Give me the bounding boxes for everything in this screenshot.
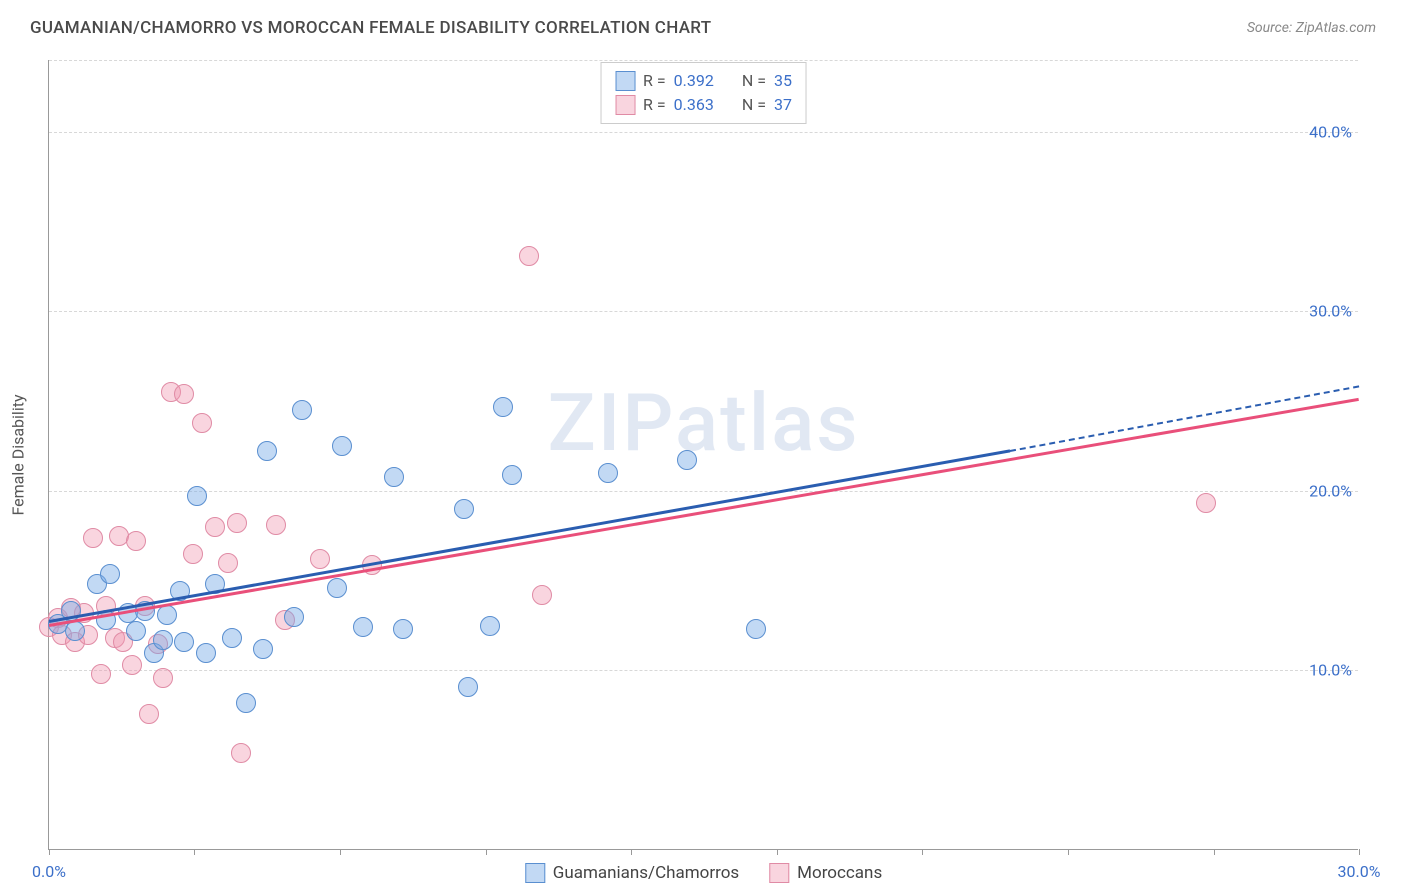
gridline-horizontal [49, 311, 1358, 312]
scatter-point [91, 664, 111, 684]
series-legend-label: Moroccans [797, 863, 882, 883]
gridline-horizontal [49, 60, 1358, 61]
watermark-text: ZIPatlas [548, 376, 860, 470]
gridline-horizontal [49, 491, 1358, 492]
scatter-point [332, 436, 352, 456]
chart-title: GUAMANIAN/CHAMORRO VS MOROCCAN FEMALE DI… [30, 18, 711, 38]
n-value: 37 [774, 93, 792, 117]
scatter-point [292, 400, 312, 420]
scatter-point [502, 465, 522, 485]
gridline-horizontal [49, 670, 1358, 671]
scatter-point [222, 628, 242, 648]
chart-header: GUAMANIAN/CHAMORRO VS MOROCCAN FEMALE DI… [0, 0, 1406, 48]
source-name: ZipAtlas.com [1296, 20, 1376, 36]
x-tick [49, 849, 50, 855]
scatter-point [458, 677, 478, 697]
scatter-point [100, 564, 120, 584]
legend-swatch [769, 863, 789, 883]
gridline-horizontal [49, 132, 1358, 133]
source-label: Source: [1247, 20, 1292, 36]
scatter-point [139, 704, 159, 724]
scatter-point [192, 413, 212, 433]
source-attribution: Source: ZipAtlas.com [1247, 20, 1376, 36]
scatter-point [257, 441, 277, 461]
x-tick [631, 849, 632, 855]
scatter-point [480, 616, 500, 636]
stats-legend-row: R = 0.392 N = 35 [615, 69, 792, 93]
x-tick [1359, 849, 1360, 855]
trendline [49, 450, 1010, 623]
scatter-point [746, 619, 766, 639]
scatter-point [454, 499, 474, 519]
n-label: N = [742, 69, 766, 93]
x-tick [1068, 849, 1069, 855]
y-axis-label: Female Disability [9, 394, 28, 515]
stats-legend-box: R = 0.392 N = 35 R = 0.363 N = 37 [600, 62, 807, 124]
series-legend-item: Guamanians/Chamorros [525, 863, 739, 883]
trendline [49, 398, 1359, 627]
y-tick-label: 30.0% [1309, 302, 1352, 321]
scatter-point [493, 397, 513, 417]
r-value: 0.363 [674, 93, 714, 117]
x-tick-label: 0.0% [32, 862, 66, 881]
r-label: R = [643, 69, 666, 93]
series-legend: Guamanians/Chamorros Moroccans [525, 863, 882, 883]
x-tick [922, 849, 923, 855]
r-value: 0.392 [674, 69, 714, 93]
legend-swatch [525, 863, 545, 883]
scatter-point [284, 607, 304, 627]
x-tick-label: 30.0% [1338, 862, 1381, 881]
y-tick-label: 10.0% [1309, 661, 1352, 680]
n-label: N = [742, 93, 766, 117]
scatter-point [227, 513, 247, 533]
scatter-point [1196, 493, 1216, 513]
scatter-point [126, 621, 146, 641]
scatter-point [65, 621, 85, 641]
legend-swatch [615, 71, 635, 91]
plot-area: ZIPatlas R =0.392N =35R =0.363N =37 Guam… [48, 60, 1358, 850]
scatter-point [205, 517, 225, 537]
scatter-point [153, 668, 173, 688]
scatter-point [393, 619, 413, 639]
scatter-point [187, 486, 207, 506]
x-tick [486, 849, 487, 855]
series-legend-label: Guamanians/Chamorros [553, 863, 739, 883]
scatter-point [231, 743, 251, 763]
stats-legend-row: R = 0.363 N = 37 [615, 93, 792, 117]
scatter-point [253, 639, 273, 659]
scatter-point [126, 531, 146, 551]
scatter-point [218, 553, 238, 573]
scatter-point [174, 384, 194, 404]
scatter-point [153, 630, 173, 650]
scatter-point [174, 632, 194, 652]
chart-container: Female Disability ZIPatlas R =0.392N =35… [48, 60, 1358, 850]
trendline-extrapolated [1009, 385, 1359, 452]
scatter-point [310, 549, 330, 569]
scatter-point [236, 693, 256, 713]
y-tick-label: 40.0% [1309, 122, 1352, 141]
scatter-point [532, 585, 552, 605]
scatter-point [353, 617, 373, 637]
scatter-point [266, 515, 286, 535]
scatter-point [122, 655, 142, 675]
scatter-point [384, 467, 404, 487]
scatter-point [677, 450, 697, 470]
x-tick [340, 849, 341, 855]
x-tick [1214, 849, 1215, 855]
scatter-point [598, 463, 618, 483]
scatter-point [83, 528, 103, 548]
x-tick [777, 849, 778, 855]
r-label: R = [643, 93, 666, 117]
scatter-point [327, 578, 347, 598]
scatter-point [157, 605, 177, 625]
n-value: 35 [774, 69, 792, 93]
y-tick-label: 20.0% [1309, 481, 1352, 500]
legend-swatch [615, 95, 635, 115]
x-tick [194, 849, 195, 855]
scatter-point [183, 544, 203, 564]
scatter-point [196, 643, 216, 663]
scatter-point [519, 246, 539, 266]
series-legend-item: Moroccans [769, 863, 882, 883]
